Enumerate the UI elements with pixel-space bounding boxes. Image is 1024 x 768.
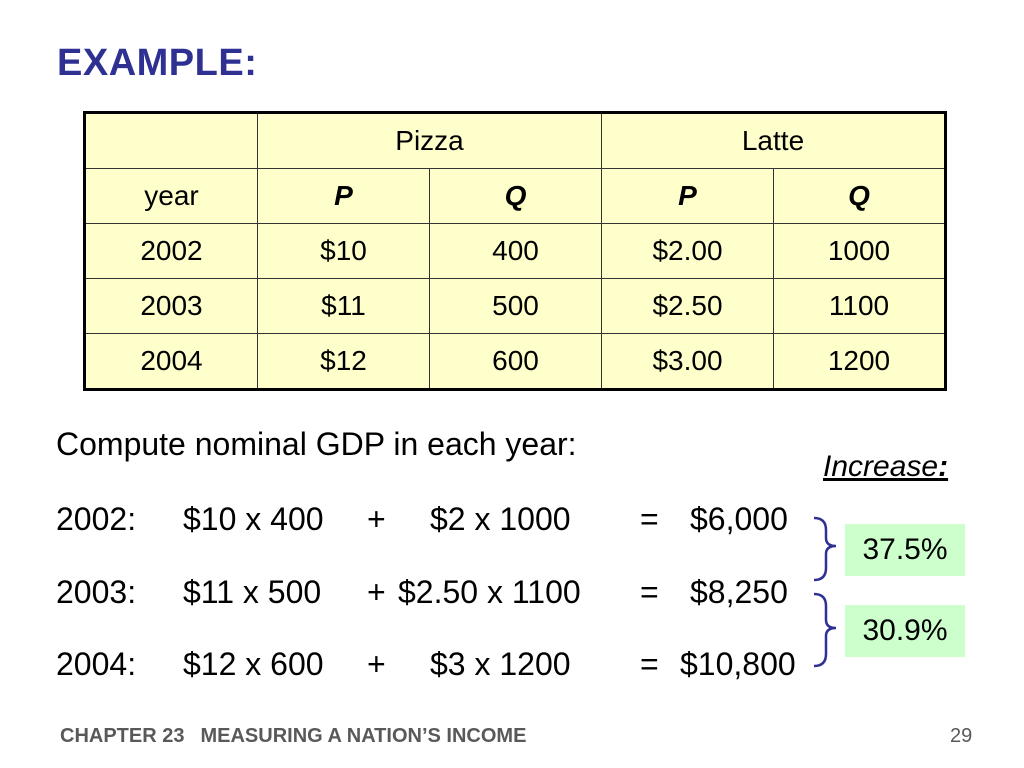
latte-price-header: P [601,168,774,224]
calc-result: $10,800 [680,646,796,682]
brace-icon-lower [813,592,837,668]
price-quantity-table: Pizza Latte year P Q P Q 2002 $10 400 $2… [83,111,947,391]
table-cell: 1100 [773,278,946,334]
pizza-header: Pizza [257,112,602,169]
calc-equals: = [640,574,659,610]
compute-prompt: Compute nominal GDP in each year: [56,426,577,462]
table-cell: $11 [257,278,430,334]
increase-2003-badge: 37.5% [845,524,965,576]
table-cell: 2003 [84,278,258,334]
calc-year: 2002: [56,501,137,537]
brace-icons [813,516,837,668]
calc-term-a: $10 x 400 [183,501,324,537]
table-cell: $2.50 [601,278,774,334]
calc-term-b: $3 x 1200 [430,646,571,682]
calc-term-b: $2.50 x 1100 [398,574,581,610]
calc-plus: + [367,501,386,537]
calc-plus: + [367,574,386,610]
table-row: 2004 $12 600 $3.00 1200 [84,333,946,390]
calc-year: 2003: [56,574,137,610]
table-cell: 400 [429,223,602,279]
latte-quantity-header: Q [773,168,946,224]
table-cell: $2.00 [601,223,774,279]
page-number: 29 [950,725,973,747]
table-cell: 2004 [84,333,258,390]
group-header-row: Pizza Latte [84,112,946,169]
calc-year: 2004: [56,646,137,682]
increase-colon: : [938,450,949,483]
table-cell: 600 [429,333,602,390]
table-row: 2002 $10 400 $2.00 1000 [84,223,946,279]
column-header-row: year P Q P Q [84,168,946,224]
increase-heading: Increase: [823,449,948,485]
footer-chapter: CHAPTER 23 MEASURING A NATION’S INCOME [60,724,542,748]
calc-plus: + [367,646,386,682]
chapter-number: CHAPTER 23 [60,725,185,747]
calc-result: $8,250 [690,574,788,610]
calc-result: $6,000 [690,501,788,537]
chapter-title: MEASURING A NATION’S INCOME [200,725,527,747]
pizza-quantity-header: Q [429,168,602,224]
increase-label: Increase [823,450,939,483]
slide-title: EXAMPLE: [57,42,258,84]
increase-2004-badge: 30.9% [845,605,965,657]
table-cell: 2002 [84,223,258,279]
table-cell: $10 [257,223,430,279]
latte-header: Latte [601,112,946,169]
calc-equals: = [640,501,659,537]
brace-icon-upper [813,516,837,582]
table-cell: $3.00 [601,333,774,390]
calc-term-a: $12 x 600 [183,646,324,682]
table-row: 2003 $11 500 $2.50 1100 [84,278,946,334]
calc-term-b: $2 x 1000 [430,501,571,537]
calc-equals: = [640,646,659,682]
year-header: year [84,168,258,224]
calc-term-a: $11 x 500 [183,574,322,610]
table-cell: $12 [257,333,430,390]
pizza-price-header: P [257,168,430,224]
table-cell: 1000 [773,223,946,279]
table-cell: 500 [429,278,602,334]
table-cell: 1200 [773,333,946,390]
empty-header-cell [84,112,258,169]
